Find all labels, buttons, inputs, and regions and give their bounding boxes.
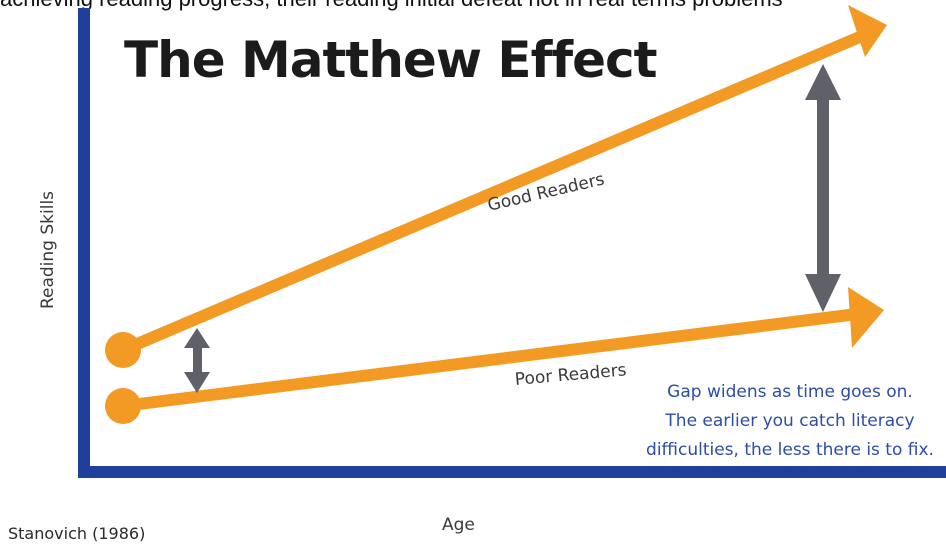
cropped-caption-text: achieving reading progress, their readin… <box>0 0 946 12</box>
good-readers-start-dot <box>105 332 141 368</box>
x-axis-label: Age <box>442 515 475 535</box>
gap-note: Gap widens as time goes on. The earlier … <box>640 378 940 465</box>
diagram-title: The Matthew Effect <box>124 31 658 89</box>
poor-readers-start-dot <box>105 388 141 424</box>
good-readers-arrowhead <box>848 5 887 57</box>
gap-note-line-2: The earlier you catch literacy <box>665 411 915 431</box>
poor-readers-arrowhead <box>848 287 884 348</box>
good-readers-arrow <box>105 5 887 368</box>
gap-note-line-1: Gap widens as time goes on. <box>667 382 913 402</box>
citation: Stanovich (1986) <box>8 524 146 543</box>
poor-readers-arrow <box>105 287 884 424</box>
gap-note-line-3: difficulties, the less there is to fix. <box>646 440 934 460</box>
y-axis-label: Reading Skills <box>38 190 58 310</box>
small-gap-double-arrow-icon <box>184 328 210 393</box>
large-gap-double-arrow-icon <box>805 64 841 312</box>
